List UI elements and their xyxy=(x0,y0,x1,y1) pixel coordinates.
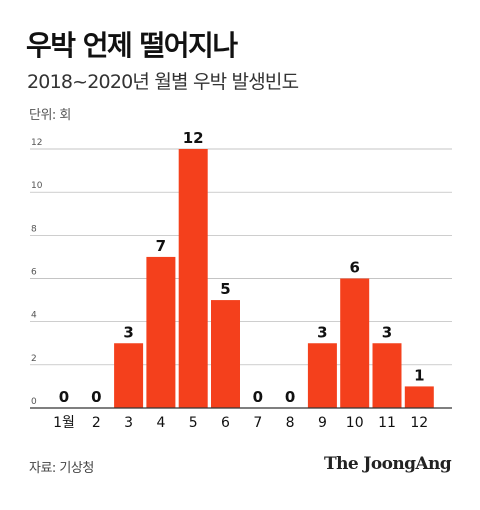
bar xyxy=(372,343,402,408)
y-tick-label: 4 xyxy=(31,311,37,321)
data-label: 3 xyxy=(123,323,133,341)
data-label: 6 xyxy=(349,259,359,277)
y-tick-label: 12 xyxy=(31,138,42,148)
data-label: 0 xyxy=(285,388,295,406)
bar xyxy=(178,149,208,408)
data-label: 0 xyxy=(91,388,101,406)
data-label: 3 xyxy=(317,323,327,341)
bar xyxy=(211,300,240,408)
data-label: 0 xyxy=(253,388,263,406)
x-tick-label: 11 xyxy=(378,415,396,431)
x-tick-label: 4 xyxy=(156,415,165,431)
y-tick-label: 10 xyxy=(31,181,43,191)
brand-logo: The JoongAng xyxy=(324,454,452,474)
x-tick-label: 3 xyxy=(124,415,133,431)
data-label: 1 xyxy=(414,366,424,384)
x-tick-label: 7 xyxy=(253,415,262,431)
x-tick-label: 6 xyxy=(221,415,230,431)
data-label: 12 xyxy=(183,129,204,147)
y-tick-label: 0 xyxy=(31,397,37,407)
y-tick-label: 6 xyxy=(31,268,37,278)
x-tick-label: 9 xyxy=(318,415,327,431)
x-tick-label: 2 xyxy=(92,415,101,431)
bar xyxy=(404,386,434,408)
bar xyxy=(340,278,370,408)
chart-subtitle: 2018~2020년 월별 우박 발생빈도 xyxy=(27,71,299,93)
x-tick-label: 12 xyxy=(410,415,428,431)
data-label: 3 xyxy=(382,323,392,341)
unit-label: 단위: 회 xyxy=(29,108,71,123)
source-label: 자료: 기상청 xyxy=(29,461,94,476)
x-tick-label: 5 xyxy=(189,415,198,431)
data-label: 7 xyxy=(156,237,166,255)
y-tick-label: 2 xyxy=(31,354,37,364)
x-tick-label: 1월 xyxy=(53,415,75,431)
bar xyxy=(307,343,337,408)
x-tick-label: 10 xyxy=(346,415,364,431)
bar xyxy=(114,343,144,408)
chart-title: 우박 언제 떨어지나 xyxy=(26,29,238,62)
x-tick-label: 8 xyxy=(286,415,295,431)
data-label: 0 xyxy=(59,388,69,406)
bar xyxy=(146,256,176,408)
y-tick-label: 8 xyxy=(31,224,37,234)
data-label: 5 xyxy=(220,280,230,298)
